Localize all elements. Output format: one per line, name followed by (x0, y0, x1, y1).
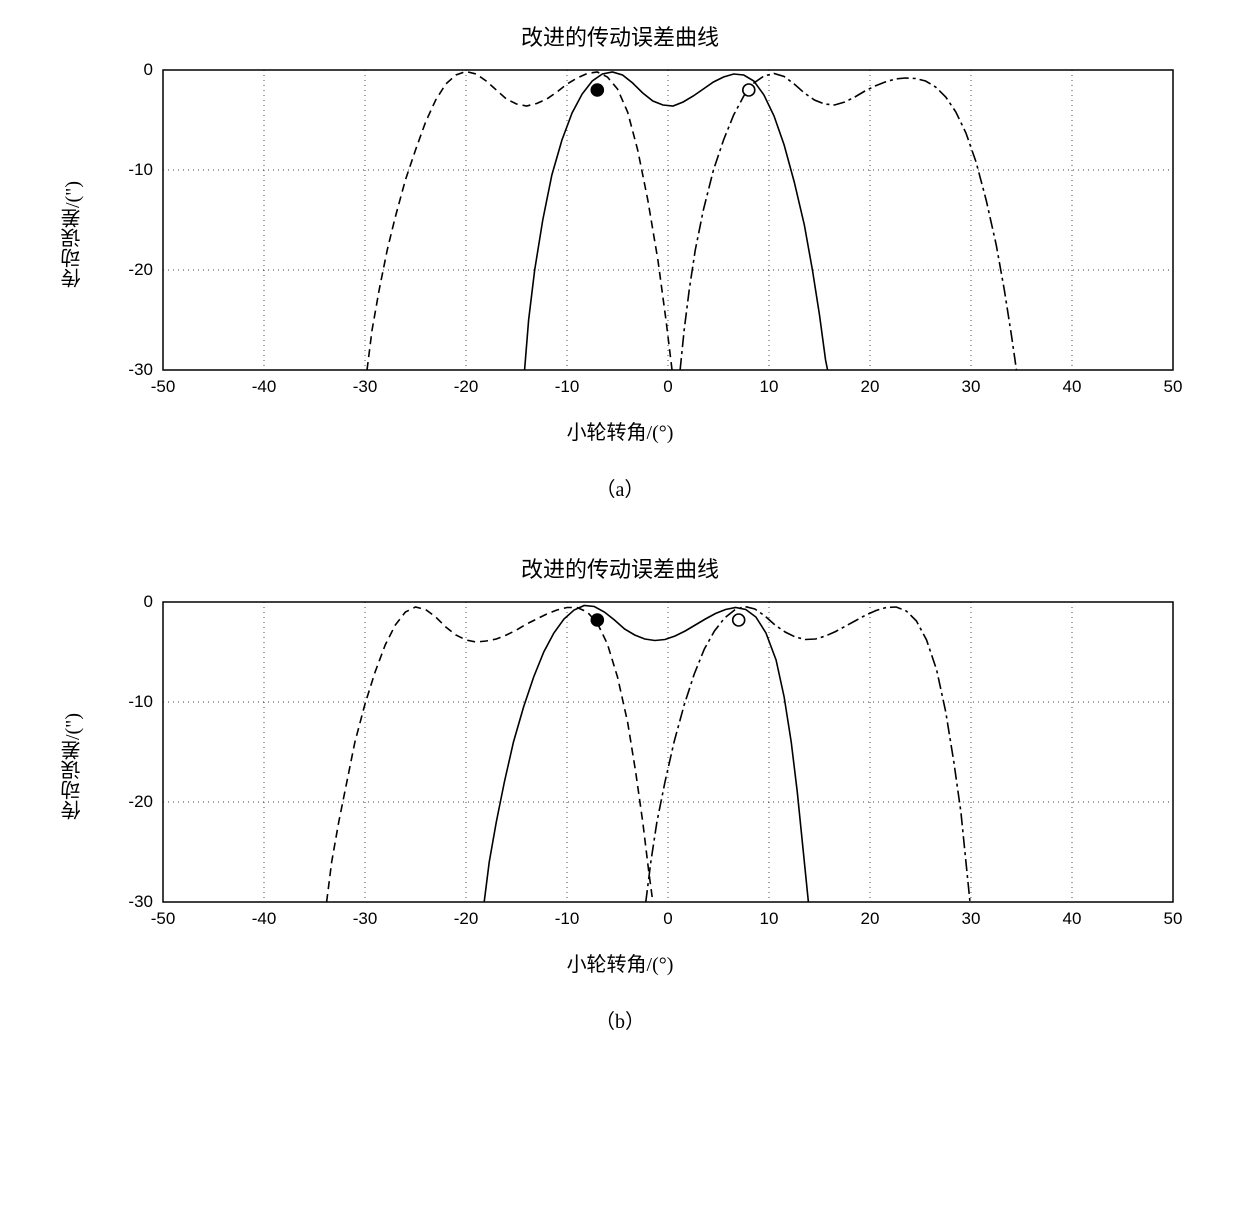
xtick-label: 50 (1163, 377, 1182, 396)
xtick-label: -10 (554, 377, 579, 396)
subplot-caption: （b） (40, 1005, 1200, 1034)
ytick-label: -20 (128, 792, 153, 811)
chart-svg: -50 -40 -30 -20 -10 0 10 20 30 40 50 -30 -20 -10 0 (93, 60, 1183, 410)
ytick-label: -30 (128, 892, 153, 911)
marker-filled-icon (591, 614, 603, 626)
xtick-label: -50 (150, 909, 175, 928)
marker-open-icon (732, 614, 744, 626)
xtick-label: 0 (663, 909, 672, 928)
xtick-label: -20 (453, 377, 478, 396)
xtick-label: 40 (1062, 377, 1081, 396)
xtick-label: -40 (251, 377, 276, 396)
ytick-label: -20 (128, 260, 153, 279)
chart-title: 改进的传动误差曲线 (40, 20, 1200, 52)
ytick-label: -30 (128, 360, 153, 379)
xtick-label: -30 (352, 377, 377, 396)
chart-body: 传动误差/(") -50 -40 -30 -20 -10 0 10 20 30 40 50 -30 -20… (40, 592, 1200, 942)
xtick-label: -40 (251, 909, 276, 928)
xtick-label: 30 (961, 909, 980, 928)
marker-open-icon (742, 84, 754, 96)
chart-panel-a: 改进的传动误差曲线传动误差/(") -50 -40 -30 -20 -10 0 10 20 30 4… (40, 20, 1200, 502)
xtick-label: -10 (554, 909, 579, 928)
xtick-label: 40 (1062, 909, 1081, 928)
y-axis-label: 传动误差/(") (58, 713, 87, 820)
xtick-label: 50 (1163, 909, 1182, 928)
y-axis-label: 传动误差/(") (58, 181, 87, 288)
ytick-label: -10 (128, 692, 153, 711)
ytick-label: -10 (128, 160, 153, 179)
xtick-label: -50 (150, 377, 175, 396)
subplot-caption: （a） (40, 473, 1200, 502)
chart-title: 改进的传动误差曲线 (40, 552, 1200, 584)
chart-panel-b: 改进的传动误差曲线传动误差/(") -50 -40 -30 -20 -10 0 10 20 30 4… (40, 552, 1200, 1034)
xtick-label: 0 (663, 377, 672, 396)
xtick-label: -30 (352, 909, 377, 928)
xtick-label: 10 (759, 377, 778, 396)
chart-body: 传动误差/(") -50 -40 -30 -20 -10 0 10 20 30 40 50 -30 -20… (40, 60, 1200, 410)
x-axis-label: 小轮转角/(°) (40, 948, 1200, 977)
marker-filled-icon (591, 84, 603, 96)
xtick-label: 10 (759, 909, 778, 928)
ytick-label: 0 (143, 592, 152, 611)
xtick-label: 30 (961, 377, 980, 396)
xtick-label: -20 (453, 909, 478, 928)
xtick-label: 20 (860, 909, 879, 928)
ytick-label: 0 (143, 60, 152, 79)
xtick-label: 20 (860, 377, 879, 396)
x-axis-label: 小轮转角/(°) (40, 416, 1200, 445)
chart-svg: -50 -40 -30 -20 -10 0 10 20 30 40 50 -30 -20 -10 0 (93, 592, 1183, 942)
